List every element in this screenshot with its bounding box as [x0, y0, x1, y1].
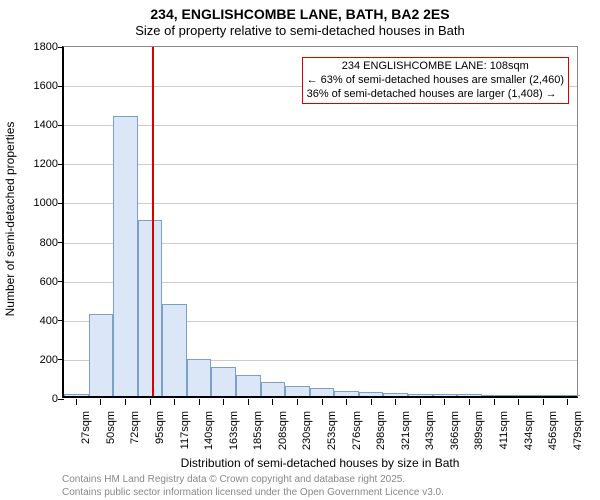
footer-line: Contains public sector information licen… [62, 487, 444, 500]
histogram-bar [334, 391, 359, 396]
x-tick [76, 399, 77, 405]
chart-title: 234, ENGLISHCOMBE LANE, BATH, BA2 2ES [0, 6, 600, 23]
y-tick-label: 1800 [34, 41, 64, 53]
histogram-bar [162, 304, 187, 396]
y-tick-label: 1000 [34, 197, 64, 209]
histogram-bar [531, 395, 556, 396]
x-tick [567, 399, 568, 405]
x-tick-label: 321sqm [400, 407, 412, 461]
x-tick-label: 208sqm [277, 407, 289, 461]
histogram-bar [211, 367, 236, 396]
x-tick-label: 389sqm [473, 407, 485, 461]
x-tick [420, 399, 421, 405]
histogram-bar [236, 375, 261, 397]
x-tick [100, 399, 101, 405]
footer-attribution: Contains HM Land Registry data © Crown c… [62, 474, 444, 499]
x-tick-label: 230sqm [301, 407, 313, 461]
x-tick [248, 399, 249, 405]
y-axis-label: Number of semi-detached properties [3, 69, 17, 369]
x-tick-label: 276sqm [351, 407, 363, 461]
x-tick [125, 399, 126, 405]
x-tick [395, 399, 396, 405]
histogram-bar [187, 359, 212, 396]
x-tick [346, 399, 347, 405]
histogram-bar [383, 393, 408, 396]
x-tick-label: 411sqm [498, 407, 510, 461]
x-tick-label: 366sqm [449, 407, 461, 461]
x-tick [272, 399, 273, 405]
x-tick [199, 399, 200, 405]
histogram-bar [506, 395, 531, 396]
x-tick-label: 117sqm [179, 407, 191, 461]
x-tick [322, 399, 323, 405]
histogram-bar [138, 220, 163, 396]
x-tick-label: 343sqm [424, 407, 436, 461]
annotation-box: 234 ENGLISHCOMBE LANE: 108sqm← 63% of se… [302, 57, 569, 104]
y-tick-label: 800 [40, 237, 64, 249]
y-tick-label: 400 [40, 315, 64, 327]
annotation-line: 234 ENGLISHCOMBE LANE: 108sqm [307, 60, 564, 74]
y-tick-label: 0 [52, 393, 64, 405]
footer-line: Contains HM Land Registry data © Crown c… [62, 474, 444, 487]
x-tick [371, 399, 372, 405]
y-tick-label: 200 [40, 354, 64, 366]
histogram-bar [457, 394, 482, 396]
x-axis-label: Distribution of semi-detached houses by … [62, 456, 578, 470]
x-tick-label: 163sqm [228, 407, 240, 461]
gridline [64, 125, 577, 126]
x-tick-label: 298sqm [375, 407, 387, 461]
x-tick-label: 456sqm [547, 407, 559, 461]
histogram-bar [482, 395, 507, 396]
x-tick-label: 72sqm [129, 407, 141, 461]
x-tick-label: 253sqm [326, 407, 338, 461]
y-tick-label: 1600 [34, 80, 64, 92]
x-tick-label: 95sqm [154, 407, 166, 461]
x-tick-label: 185sqm [252, 407, 264, 461]
x-tick [174, 399, 175, 405]
x-tick [444, 399, 445, 405]
gridline [64, 203, 577, 204]
annotation-line: ← 63% of semi-detached houses are smalle… [307, 74, 564, 88]
histogram-bar [64, 394, 89, 396]
x-tick [223, 399, 224, 405]
histogram-bar [408, 394, 433, 396]
y-tick-label: 1200 [34, 158, 64, 170]
x-tick [150, 399, 151, 405]
histogram-bar [310, 388, 335, 396]
x-tick [297, 399, 298, 405]
x-tick [543, 399, 544, 405]
chart-container: 234, ENGLISHCOMBE LANE, BATH, BA2 2ES Si… [0, 0, 600, 500]
histogram-bar [285, 386, 310, 396]
histogram-bar [113, 116, 138, 396]
histogram-bar [555, 395, 580, 396]
x-tick-label: 27sqm [80, 407, 92, 461]
y-tick-label: 600 [40, 276, 64, 288]
x-tick-label: 479sqm [572, 407, 584, 461]
histogram-bar [433, 394, 458, 396]
histogram-bar [359, 392, 384, 396]
x-tick [494, 399, 495, 405]
chart-subtitle: Size of property relative to semi-detach… [0, 23, 600, 39]
x-tick-label: 50sqm [105, 407, 117, 461]
x-tick-label: 140sqm [203, 407, 215, 461]
gridline [64, 164, 577, 165]
plot-area: 02004006008001000120014001600180027sqm50… [62, 46, 578, 398]
reference-line [152, 47, 154, 396]
histogram-bar [89, 314, 114, 396]
x-tick [469, 399, 470, 405]
y-tick-label: 1400 [34, 119, 64, 131]
x-tick [518, 399, 519, 405]
x-tick-label: 434sqm [523, 407, 535, 461]
histogram-bar [261, 382, 286, 396]
annotation-line: 36% of semi-detached houses are larger (… [307, 88, 564, 102]
